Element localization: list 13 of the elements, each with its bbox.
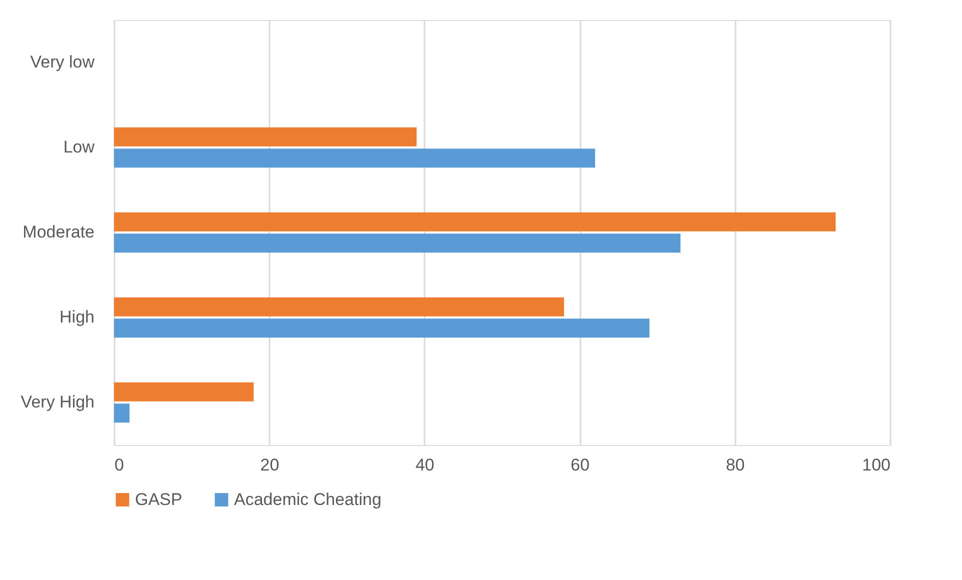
y-tick-label: High	[60, 308, 94, 326]
x-tick-label: 60	[570, 456, 590, 474]
x-tick-label: 100	[862, 456, 890, 474]
x-tick-label: 0	[114, 456, 124, 474]
legend-label: GASP	[135, 490, 182, 509]
y-tick-label: Very High	[20, 392, 94, 412]
x-tick-label: 80	[726, 456, 745, 474]
y-tick-label: Moderate	[22, 222, 94, 242]
y-tick-label: Low	[63, 138, 96, 156]
x-tick-label: 20	[260, 456, 280, 474]
legend-label: Academic Cheating	[234, 490, 382, 509]
y-tick-label: Very low	[30, 52, 96, 72]
x-tick-label: 40	[415, 456, 434, 474]
